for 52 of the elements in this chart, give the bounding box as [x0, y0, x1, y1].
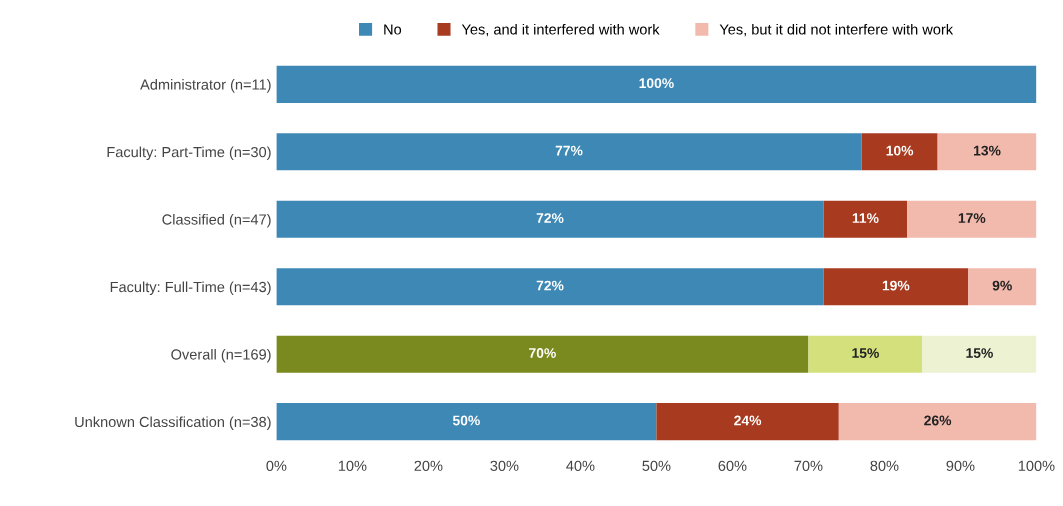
bar: [937, 133, 1037, 171]
bar: [838, 403, 1037, 441]
data-label: 9%: [992, 280, 1012, 291]
legend-label: Yes, but it did not interfere with work: [719, 23, 954, 37]
data-label: 24%: [734, 415, 762, 426]
bar: [276, 335, 809, 373]
bar: [656, 403, 839, 441]
legend-label: No: [384, 24, 402, 35]
y-tick-label: Administrator (n=11): [140, 79, 271, 93]
x-tick-label: 70%: [794, 460, 823, 471]
data-label: 11%: [852, 213, 879, 223]
x-tick-label: 40%: [566, 460, 595, 471]
bar: [276, 65, 1037, 103]
data-label: 77%: [555, 145, 583, 156]
legend-label: Yes, and it interfered with work: [461, 23, 660, 37]
data-label: 19%: [882, 280, 910, 291]
data-label: 15%: [852, 348, 879, 358]
x-tick-label: 50%: [642, 460, 671, 471]
y-tick-label: Overall (n=169): [171, 348, 271, 363]
x-tick-label: 0%: [266, 460, 287, 471]
bar: [968, 268, 1037, 306]
bar: [823, 200, 908, 238]
bar: [823, 268, 969, 306]
bar: [276, 133, 862, 171]
bar: [861, 133, 938, 171]
bar: [276, 200, 824, 238]
x-tick-label: 10%: [338, 460, 367, 471]
x-tick-label: 100%: [1018, 460, 1055, 471]
data-label: 100%: [639, 78, 674, 89]
bar: [808, 335, 923, 373]
data-label: 70%: [529, 348, 556, 358]
x-tick-label: 90%: [946, 460, 975, 471]
data-label: 72%: [536, 213, 564, 223]
bar: [276, 268, 824, 306]
y-tick-label: Faculty: Full-Time (n=43): [110, 281, 271, 296]
bar: [276, 403, 657, 441]
data-label: 17%: [958, 213, 986, 223]
data-label: 26%: [924, 415, 952, 426]
data-label: 50%: [452, 415, 480, 426]
data-label: 72%: [536, 280, 564, 291]
data-label: 13%: [974, 145, 1001, 156]
y-tick-label: Classified (n=47): [162, 213, 271, 228]
x-tick-label: 60%: [718, 460, 747, 471]
y-tick-label: Unknown Classification (n=38): [75, 416, 271, 430]
bar: [907, 200, 1037, 238]
bar: [922, 335, 1037, 373]
data-label: 15%: [966, 348, 993, 358]
data-label: 10%: [886, 145, 914, 156]
x-tick-label: 30%: [490, 460, 519, 471]
y-tick-label: Faculty: Part-Time (n=30): [107, 146, 271, 161]
x-tick-label: 20%: [414, 460, 443, 471]
x-tick-label: 80%: [870, 460, 899, 471]
